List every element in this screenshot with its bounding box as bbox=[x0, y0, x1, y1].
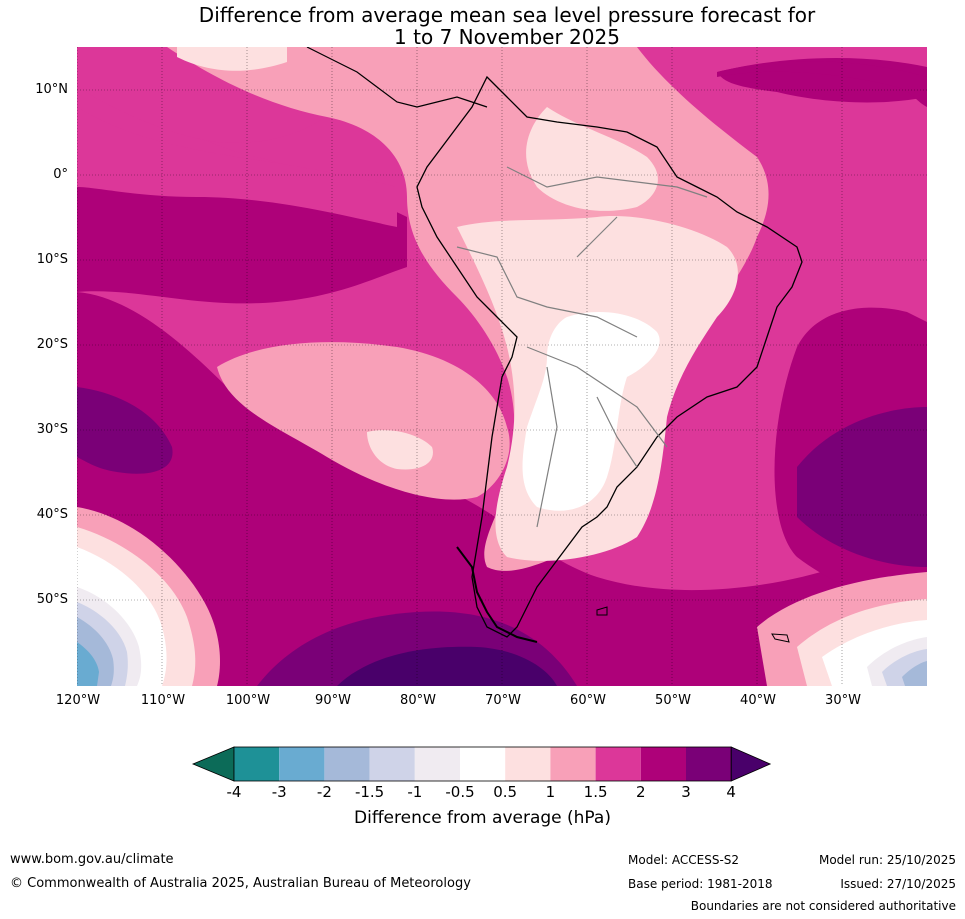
colorbar-tick-label: -2 bbox=[316, 783, 332, 801]
pressure-anomaly-map bbox=[77, 47, 927, 686]
graticule bbox=[77, 47, 927, 686]
lat-label-20s: 20°S bbox=[36, 337, 68, 352]
patagonia-coast bbox=[456, 546, 538, 643]
lat-label-10n: 10°N bbox=[35, 82, 68, 97]
anomaly-band-0-5-continent bbox=[522, 312, 660, 511]
anomaly-band-1-nw bbox=[177, 47, 287, 71]
lat-label-40s: 40°S bbox=[36, 507, 68, 522]
anomaly-band-3-west bbox=[77, 107, 407, 304]
footer-issued: Issued: 27/10/2025 bbox=[840, 877, 956, 891]
colorbar-segment bbox=[414, 747, 460, 781]
colorbar-label: Difference from average (hPa) bbox=[354, 808, 611, 828]
colorbar-segment bbox=[640, 747, 686, 781]
south-america-coastline bbox=[416, 75, 803, 638]
colorbar-segment bbox=[686, 747, 732, 781]
lon-label-110w: 110°W bbox=[140, 693, 186, 708]
colorbar-arrow-high bbox=[730, 746, 772, 782]
anomaly-band-se-neg-1-5 bbox=[902, 661, 927, 686]
colorbar-tick-label: -0.5 bbox=[445, 783, 475, 801]
central-america-coastline bbox=[306, 47, 488, 108]
colorbar-outline bbox=[233, 746, 732, 782]
colorbar-tick-label: -1.5 bbox=[354, 783, 385, 801]
lat-label-50s: 50°S bbox=[36, 592, 68, 607]
colorbar-segment bbox=[595, 747, 641, 781]
footer-website[interactable]: www.bom.gov.au/climate bbox=[10, 852, 174, 867]
lon-label-120w: 120°W bbox=[55, 693, 101, 708]
lon-label-30w: 30°W bbox=[825, 693, 861, 708]
anomaly-band-3-south bbox=[77, 292, 927, 686]
anomaly-band-4-west bbox=[77, 387, 173, 474]
title-line-1: Difference from average mean sea level p… bbox=[198, 3, 816, 27]
title-line-2: 1 to 7 November 2025 bbox=[394, 25, 620, 49]
anomaly-band-2-inner bbox=[77, 107, 397, 227]
lat-label-30s: 30°S bbox=[36, 422, 68, 437]
lon-label-80w: 80°W bbox=[400, 693, 436, 708]
colorbar-tick-label: -3 bbox=[271, 783, 287, 801]
footer-model-run: Model run: 25/10/2025 bbox=[818, 853, 956, 867]
lon-label-70w: 70°W bbox=[485, 693, 521, 708]
chart-title: Difference from average mean sea level p… bbox=[0, 4, 965, 48]
anomaly-band-sw-neg-2 bbox=[77, 642, 99, 686]
colorbar-segment bbox=[550, 747, 596, 781]
colorbar-arrow-low bbox=[191, 746, 235, 782]
lon-label-60w: 60°W bbox=[570, 693, 606, 708]
colorbar-segment bbox=[279, 747, 325, 781]
islands bbox=[596, 606, 790, 643]
colorbar-tick-label: -1 bbox=[407, 783, 423, 801]
lat-label-10s: 10°S bbox=[36, 252, 68, 267]
map-svg bbox=[77, 47, 927, 686]
colorbar-tick-label: 2 bbox=[636, 783, 646, 801]
anomaly-band-4-east bbox=[797, 407, 927, 567]
lat-label-0: 0° bbox=[53, 167, 68, 182]
colorbar bbox=[191, 746, 772, 782]
colorbar-segment bbox=[369, 747, 415, 781]
lon-label-50w: 50°W bbox=[655, 693, 691, 708]
colorbar-tick-label: 1 bbox=[545, 783, 556, 801]
colorbar-tick-label: 3 bbox=[681, 783, 691, 801]
colorbar-tick-label: 4 bbox=[726, 783, 736, 801]
anomaly-band-1-5-pacific bbox=[217, 342, 510, 500]
colorbar-tick-label: -4 bbox=[226, 783, 242, 801]
colorbar-segment bbox=[234, 747, 280, 781]
colorbar-segment bbox=[505, 747, 551, 781]
lon-label-90w: 90°W bbox=[315, 693, 351, 708]
anomaly-region-ne bbox=[717, 47, 927, 72]
anomaly-band-1-pacific bbox=[367, 430, 433, 470]
footer-disclaimer: Boundaries are not considered authoritat… bbox=[690, 899, 956, 913]
lon-label-40w: 40°W bbox=[740, 693, 776, 708]
country-borders bbox=[456, 166, 708, 528]
anomaly-band-3-ne-2 bbox=[717, 61, 927, 107]
footer-model: Model: ACCESS-S2 bbox=[628, 853, 740, 867]
lon-label-100w: 100°W bbox=[225, 693, 271, 708]
colorbar-segment bbox=[324, 747, 370, 781]
footer-base-period: Base period: 1981-2018 bbox=[628, 877, 773, 891]
footer-copyright: © Commonwealth of Australia 2025, Austra… bbox=[10, 876, 471, 891]
colorbar-tick-label: 1.5 bbox=[583, 783, 608, 801]
colorbar-tick-label: 0.5 bbox=[493, 783, 518, 801]
colorbar-segment bbox=[460, 747, 506, 781]
